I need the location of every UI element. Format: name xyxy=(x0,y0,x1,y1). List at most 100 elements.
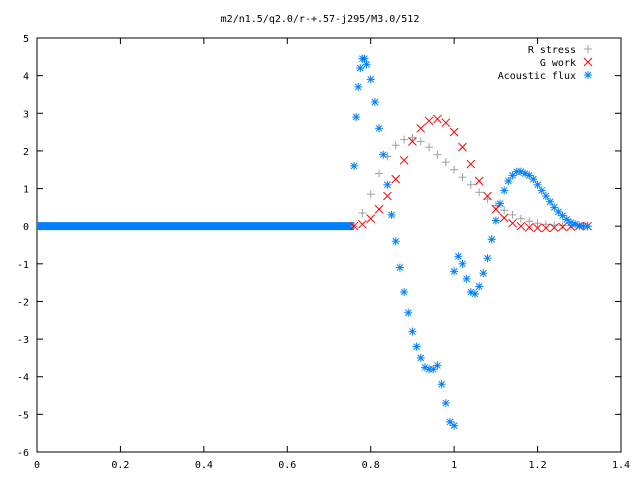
x-tick-label: 0 xyxy=(34,460,40,471)
data-point xyxy=(375,124,384,133)
data-point xyxy=(562,215,571,224)
data-point xyxy=(475,282,484,291)
data-point xyxy=(496,199,505,208)
data-point xyxy=(408,327,417,336)
y-tick-label: -5 xyxy=(17,410,29,421)
data-point xyxy=(404,308,413,317)
x-tick-label: 0.2 xyxy=(111,460,129,471)
data-point xyxy=(450,421,459,430)
data-point xyxy=(529,175,538,184)
data-point xyxy=(533,180,542,189)
x-tick-label: 0.6 xyxy=(278,460,296,471)
data-point xyxy=(416,123,426,133)
data-point xyxy=(450,165,459,174)
data-point xyxy=(583,222,592,231)
data-point xyxy=(499,213,509,223)
series-g-work xyxy=(349,114,592,233)
data-point xyxy=(525,217,534,226)
data-point xyxy=(487,235,496,244)
data-point xyxy=(358,219,367,229)
data-point xyxy=(558,221,567,230)
data-point xyxy=(399,155,409,165)
data-point xyxy=(500,186,509,195)
data-point xyxy=(491,204,501,214)
data-point xyxy=(533,219,542,228)
data-point xyxy=(458,173,467,182)
data-point xyxy=(441,158,450,167)
data-point xyxy=(516,221,526,231)
data-point xyxy=(391,174,401,184)
data-point xyxy=(433,150,442,159)
y-tick-label: 3 xyxy=(23,109,29,120)
data-point xyxy=(383,191,392,201)
data-point xyxy=(441,118,451,128)
y-axis: 5 4 3 2 1 0 -1 -2 -3 -4 -5 -6 xyxy=(17,34,621,459)
data-point xyxy=(356,64,365,73)
x-tick-label: 0.4 xyxy=(195,460,213,471)
y-tick-label: 2 xyxy=(23,147,29,158)
data-point xyxy=(433,361,442,370)
x-tick-label: 1 xyxy=(451,460,457,471)
legend-label: R stress xyxy=(528,45,576,56)
data-point xyxy=(458,259,467,268)
data-point xyxy=(416,353,425,362)
data-point xyxy=(533,223,542,233)
data-point xyxy=(408,137,417,146)
data-point xyxy=(391,141,400,150)
data-point xyxy=(408,133,417,142)
data-point xyxy=(349,221,359,231)
data-point xyxy=(425,143,434,152)
data-point xyxy=(537,186,546,195)
data-point xyxy=(466,159,476,169)
data-point xyxy=(462,274,471,283)
series-r-stress xyxy=(350,133,592,231)
y-tick-label: 4 xyxy=(23,72,29,83)
data-point xyxy=(546,197,555,206)
data-point xyxy=(366,214,376,224)
data-point xyxy=(541,223,551,233)
data-point xyxy=(474,176,484,186)
data-point xyxy=(516,214,525,223)
data-point xyxy=(504,177,513,186)
y-tick-label: -3 xyxy=(17,335,29,346)
plot-frame xyxy=(36,37,622,453)
y-tick-label: 5 xyxy=(23,34,29,45)
y-tick-label: -2 xyxy=(17,297,29,308)
y-tick-label: 1 xyxy=(23,185,29,196)
data-point xyxy=(541,192,550,201)
data-point xyxy=(366,75,375,84)
data-point xyxy=(375,169,384,178)
data-point xyxy=(433,114,442,124)
legend-marker xyxy=(584,71,592,79)
data-point xyxy=(352,113,361,122)
data-point xyxy=(362,60,371,69)
y-tick-label: -6 xyxy=(17,448,29,459)
data-point xyxy=(508,218,517,228)
data-point xyxy=(491,216,500,225)
data-point xyxy=(387,210,396,219)
y-tick-label: -4 xyxy=(17,373,29,384)
data-point xyxy=(479,269,488,278)
legend: R stress G work Acoustic flux xyxy=(498,45,593,82)
data-point xyxy=(350,161,359,170)
data-point xyxy=(391,237,400,246)
data-point xyxy=(424,116,434,126)
legend-marker xyxy=(584,45,592,53)
data-point xyxy=(416,137,425,146)
data-point xyxy=(354,82,363,91)
data-point xyxy=(558,222,567,232)
data-point xyxy=(366,190,375,199)
data-point xyxy=(450,267,459,276)
series-acoustic-flux xyxy=(350,54,592,430)
data-point xyxy=(483,254,492,263)
data-point xyxy=(400,288,409,297)
data-point xyxy=(360,54,369,63)
data-point xyxy=(437,380,446,389)
legend-label: G work xyxy=(540,58,576,69)
data-point xyxy=(549,223,559,233)
data-point xyxy=(412,342,421,351)
data-point xyxy=(383,180,392,189)
legend-label: Acoustic flux xyxy=(498,71,576,82)
x-tick-label: 1.2 xyxy=(529,460,547,471)
